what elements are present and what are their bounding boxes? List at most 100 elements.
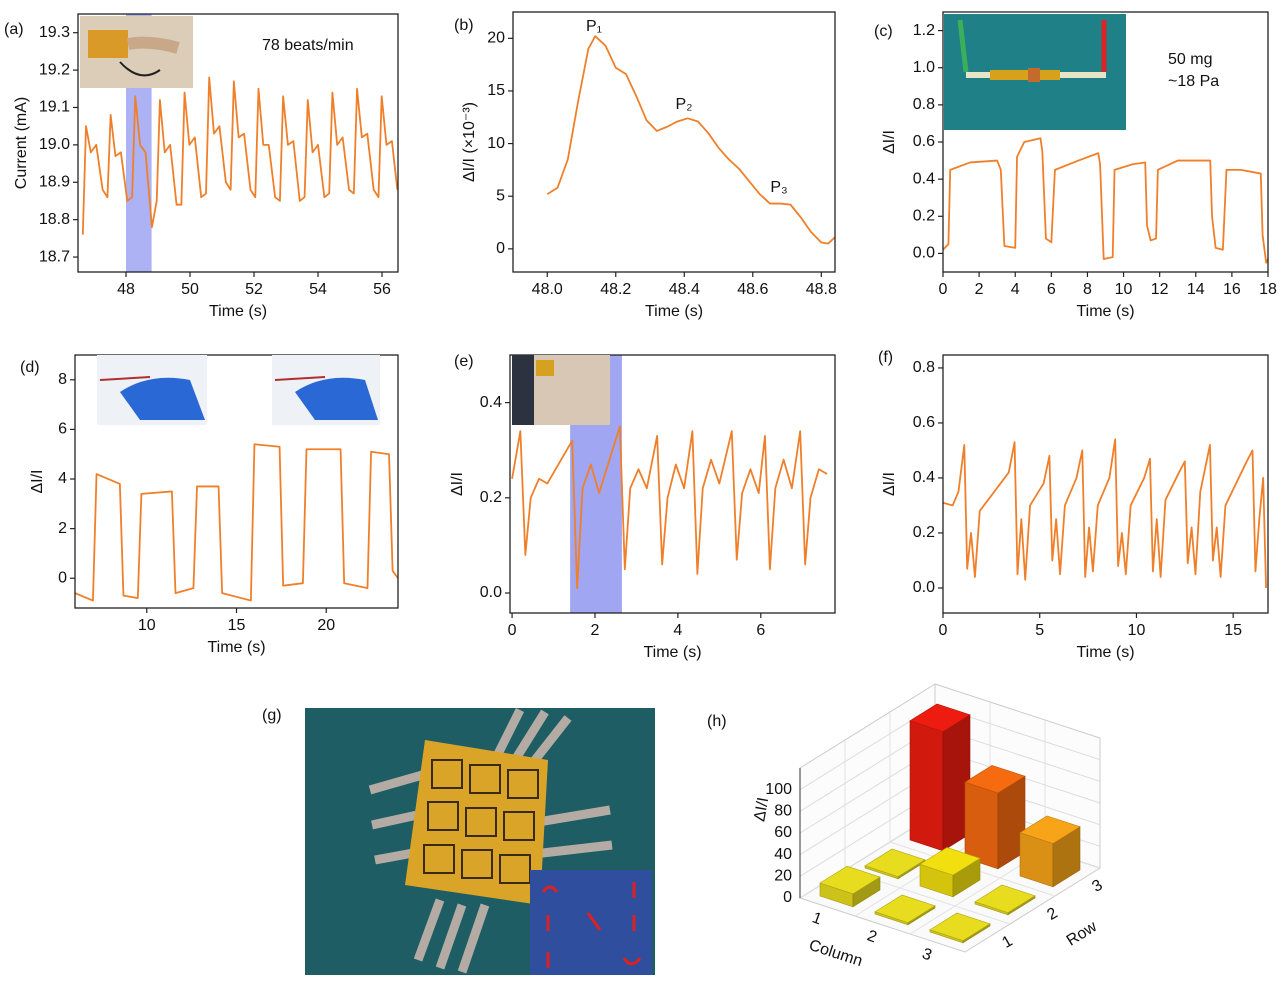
x-tick-label: 48.0 bbox=[532, 281, 563, 298]
z-tick-label: 0 bbox=[783, 889, 792, 906]
row-axis-label: Row bbox=[1064, 918, 1101, 950]
x-tick-label: 5 bbox=[1035, 622, 1044, 639]
inset-detail bbox=[512, 355, 534, 425]
x-axis-label: Time (s) bbox=[207, 639, 265, 656]
data-line bbox=[943, 138, 1268, 262]
bar-front bbox=[910, 721, 943, 851]
x-tick-label: 18 bbox=[1259, 281, 1277, 298]
x-tick-label: 0 bbox=[939, 622, 948, 639]
panel-label: (d) bbox=[20, 359, 40, 376]
z-tick-label: 100 bbox=[765, 781, 792, 798]
x-tick-label: 15 bbox=[1224, 622, 1242, 639]
x-tick-label: 10 bbox=[1115, 281, 1133, 298]
inset-detail bbox=[128, 43, 178, 48]
data-line bbox=[943, 439, 1266, 588]
y-tick-label: 1.0 bbox=[913, 59, 935, 76]
y-tick-label: 19.0 bbox=[39, 136, 70, 153]
y-tick-label: 18.9 bbox=[39, 173, 70, 190]
y-tick-label: 1.2 bbox=[913, 22, 935, 39]
x-tick-label: 14 bbox=[1187, 281, 1205, 298]
column-tick-label: 1 bbox=[810, 909, 824, 928]
x-axis-label: Time (s) bbox=[1076, 303, 1134, 320]
annotation: P₂ bbox=[676, 96, 693, 113]
y-axis-label: ΔI/I (×10⁻³) bbox=[461, 102, 478, 182]
x-tick-label: 48 bbox=[117, 281, 135, 298]
y-tick-label: 0.8 bbox=[913, 96, 935, 113]
z-tick-label: 40 bbox=[774, 846, 792, 863]
y-tick-label: 19.1 bbox=[39, 99, 70, 116]
panel-label: (a) bbox=[4, 21, 24, 38]
z-tick-label: 60 bbox=[774, 824, 792, 841]
annotation: 50 mg bbox=[1168, 51, 1212, 68]
y-tick-label: 0.6 bbox=[913, 414, 935, 431]
y-tick-label: 0.8 bbox=[913, 359, 935, 376]
column-tick-label: 3 bbox=[920, 945, 934, 964]
x-tick-label: 16 bbox=[1223, 281, 1241, 298]
panel-label: (g) bbox=[262, 707, 282, 724]
x-axis-label: Time (s) bbox=[643, 644, 701, 661]
x-tick-label: 50 bbox=[181, 281, 199, 298]
figure: 18.718.818.919.019.119.219.34850525456Ti… bbox=[0, 0, 1282, 978]
y-tick-label: 19.3 bbox=[39, 24, 70, 41]
x-tick-label: 6 bbox=[756, 622, 765, 639]
column-axis-label: Column bbox=[807, 937, 865, 970]
y-tick-label: 4 bbox=[58, 470, 67, 487]
x-tick-label: 4 bbox=[1011, 281, 1020, 298]
x-tick-label: 0 bbox=[939, 281, 948, 298]
x-tick-label: 4 bbox=[673, 622, 682, 639]
y-tick-label: 0.2 bbox=[913, 524, 935, 541]
x-tick-label: 8 bbox=[1083, 281, 1092, 298]
x-tick-label: 52 bbox=[245, 281, 263, 298]
annotation: P₁ bbox=[586, 18, 602, 35]
x-tick-label: 15 bbox=[228, 617, 246, 634]
x-tick-label: 0 bbox=[508, 622, 517, 639]
y-axis-label: ΔI/I bbox=[29, 469, 46, 493]
x-tick-label: 2 bbox=[975, 281, 984, 298]
y-tick-label: 0.0 bbox=[913, 579, 935, 596]
y-tick-label: 0.2 bbox=[913, 208, 935, 225]
annotation: 78 beats/min bbox=[262, 37, 354, 54]
y-tick-label: 10 bbox=[487, 135, 505, 152]
x-tick-label: 10 bbox=[138, 617, 156, 634]
y-tick-label: 20 bbox=[487, 30, 505, 47]
y-tick-label: 15 bbox=[487, 82, 505, 99]
y-tick-label: 0.6 bbox=[913, 133, 935, 150]
x-axis-label: Time (s) bbox=[645, 303, 703, 320]
panel-label: (f) bbox=[878, 349, 893, 366]
x-tick-label: 48.2 bbox=[600, 281, 631, 298]
row-tick-label: 1 bbox=[999, 933, 1015, 952]
y-tick-label: 0.2 bbox=[480, 489, 502, 506]
y-tick-label: 0.0 bbox=[480, 584, 502, 601]
x-tick-label: 48.6 bbox=[737, 281, 768, 298]
y-tick-label: 18.8 bbox=[39, 211, 70, 228]
z-tick-label: 80 bbox=[774, 803, 792, 820]
y-tick-label: 0 bbox=[496, 240, 505, 257]
y-tick-label: 0.4 bbox=[480, 394, 502, 411]
x-tick-label: 12 bbox=[1151, 281, 1169, 298]
column-tick-label: 2 bbox=[865, 927, 879, 946]
y-tick-label: 18.7 bbox=[39, 248, 70, 265]
x-tick-label: 6 bbox=[1047, 281, 1056, 298]
row-tick-label: 2 bbox=[1044, 905, 1060, 924]
x-tick-label: 10 bbox=[1128, 622, 1146, 639]
plot-frame bbox=[943, 355, 1268, 613]
inset-detail bbox=[536, 360, 554, 376]
y-tick-label: 0.4 bbox=[913, 469, 935, 486]
y-tick-label: 0.4 bbox=[913, 170, 935, 187]
panel-label: (b) bbox=[454, 17, 474, 34]
y-tick-label: 0 bbox=[58, 569, 67, 586]
annotation: P₃ bbox=[770, 179, 787, 196]
x-axis-label: Time (s) bbox=[209, 303, 267, 320]
panel-label: (e) bbox=[454, 353, 474, 370]
y-tick-label: 0.0 bbox=[913, 245, 935, 262]
y-axis-label: ΔI/I bbox=[881, 472, 898, 496]
y-axis-label: ΔI/I bbox=[449, 472, 466, 496]
plot-frame bbox=[513, 12, 835, 272]
x-tick-label: 48.4 bbox=[669, 281, 700, 298]
x-tick-label: 56 bbox=[373, 281, 391, 298]
panel-label: (c) bbox=[874, 23, 893, 40]
inset-detail bbox=[1028, 68, 1040, 82]
x-tick-label: 48.8 bbox=[806, 281, 837, 298]
data-line bbox=[547, 36, 835, 243]
y-axis-label: ΔI/I bbox=[881, 130, 898, 154]
